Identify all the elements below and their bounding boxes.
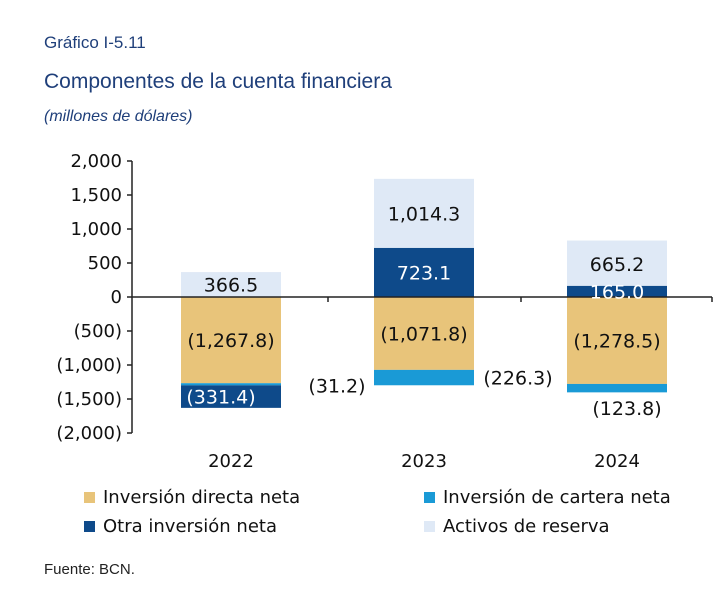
chart-label: Gráfico I-5.11 bbox=[44, 33, 146, 52]
x-tick-label: 2023 bbox=[401, 451, 447, 472]
y-tick-label: (2,000) bbox=[56, 423, 122, 444]
data-label-2022-series-2: (331.4) bbox=[186, 387, 255, 409]
bar-2023-series-3 bbox=[374, 178, 474, 248]
x-tick-label: 2024 bbox=[594, 451, 640, 472]
source-note: Fuente: BCN. bbox=[44, 561, 135, 578]
y-tick-label: 1,000 bbox=[70, 219, 122, 240]
data-label-2024-series-3: 665.2 bbox=[590, 254, 644, 276]
chart-subtitle: (millones de dólares) bbox=[44, 108, 193, 125]
bar-2022-series-0 bbox=[181, 297, 281, 384]
data-label-2024-series-2: 165.0 bbox=[590, 281, 644, 303]
chart-title: Componentes de la cuenta financiera bbox=[44, 70, 392, 93]
bar-2022-series-3 bbox=[181, 272, 281, 297]
bar-2023-series-0 bbox=[374, 297, 474, 370]
data-label-2022-series-3: 366.5 bbox=[204, 275, 258, 297]
y-tick-label: (500) bbox=[74, 321, 122, 342]
y-tick-label: (1,500) bbox=[56, 389, 122, 410]
data-label-2023-series-1: (226.3) bbox=[483, 368, 552, 390]
y-tick-label: 2,000 bbox=[70, 151, 122, 172]
y-tick-label: 1,500 bbox=[70, 185, 122, 206]
bar-2022-series-2 bbox=[181, 385, 281, 408]
bar-2024-series-2 bbox=[567, 285, 667, 297]
data-label-2023-series-2: 723.1 bbox=[397, 262, 451, 284]
bar-2024-series-3 bbox=[567, 240, 667, 286]
x-tick-label: 2022 bbox=[208, 451, 254, 472]
data-label-2022-series-0: (1,267.8) bbox=[187, 330, 274, 352]
bar-2024-series-0 bbox=[567, 297, 667, 384]
data-label-2023-series-0: (1,071.8) bbox=[380, 323, 467, 345]
bar-2024-series-1 bbox=[567, 383, 667, 393]
y-tick-label: 0 bbox=[111, 287, 122, 308]
bar-2023-series-2 bbox=[374, 247, 474, 297]
bar-2022-series-1 bbox=[181, 383, 281, 386]
data-label-2023-series-3: 1,014.3 bbox=[388, 203, 461, 225]
data-label-2024-series-1: (123.8) bbox=[592, 398, 661, 420]
data-label-2022-series-1: (31.2) bbox=[308, 375, 365, 397]
data-label-2024-series-0: (1,278.5) bbox=[573, 330, 660, 352]
y-tick-label: 500 bbox=[88, 253, 122, 274]
y-tick-label: (1,000) bbox=[56, 355, 122, 376]
bar-2023-series-1 bbox=[374, 369, 474, 386]
